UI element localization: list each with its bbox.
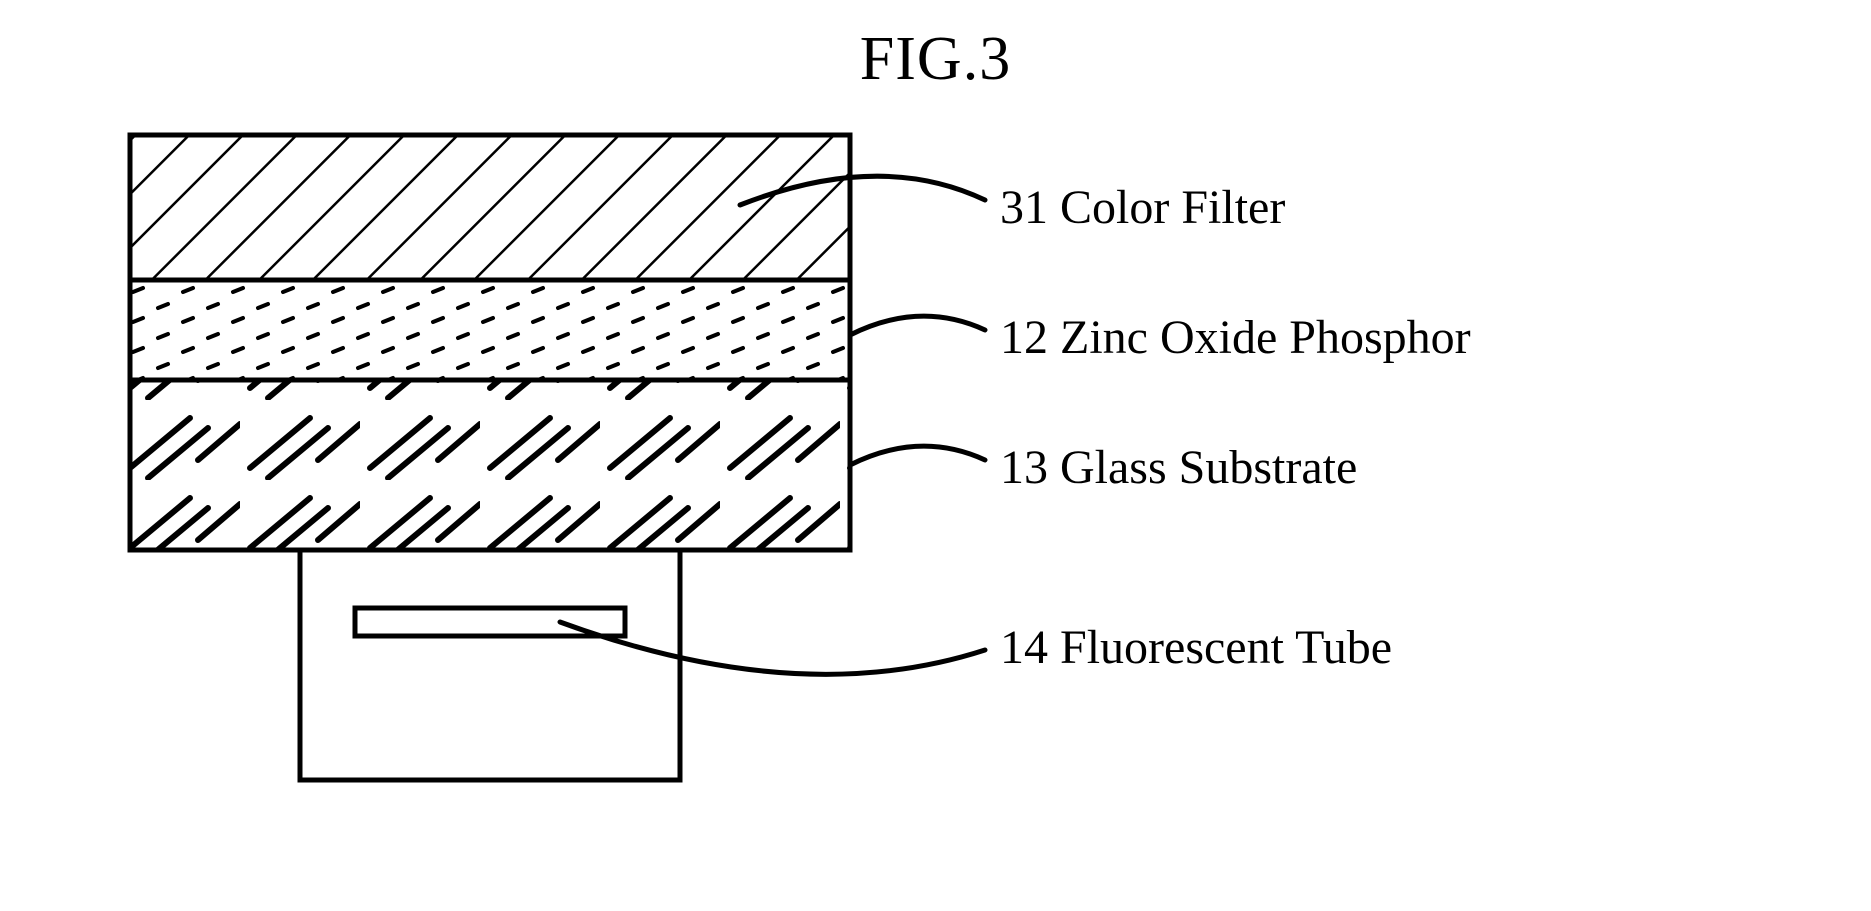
label-text-fluorescent-tube: Fluorescent Tube xyxy=(1060,621,1392,674)
label-id-13: 13 xyxy=(1000,441,1048,494)
label-id-12: 12 xyxy=(1000,311,1048,364)
layer-glass-substrate xyxy=(130,380,850,550)
diagram-svg xyxy=(0,0,1871,911)
label-glass-substrate: 13 Glass Substrate xyxy=(1000,440,1357,495)
label-color-filter: 31 Color Filter xyxy=(1000,180,1285,235)
fluorescent-housing xyxy=(300,550,680,780)
label-id-31: 31 xyxy=(1000,181,1048,234)
label-text-zinc-oxide-phosphor: Zinc Oxide Phosphor xyxy=(1060,311,1471,364)
page-root: FIG.3 31 Color Filter 12 xyxy=(0,0,1871,911)
layer-color-filter xyxy=(130,135,850,280)
label-id-14: 14 xyxy=(1000,621,1048,674)
layer-zinc-oxide-phosphor xyxy=(130,280,850,380)
label-text-color-filter: Color Filter xyxy=(1060,181,1285,234)
label-zinc-oxide-phosphor: 12 Zinc Oxide Phosphor xyxy=(1000,310,1471,365)
label-text-glass-substrate: Glass Substrate xyxy=(1060,441,1357,494)
label-fluorescent-tube: 14 Fluorescent Tube xyxy=(1000,620,1392,675)
